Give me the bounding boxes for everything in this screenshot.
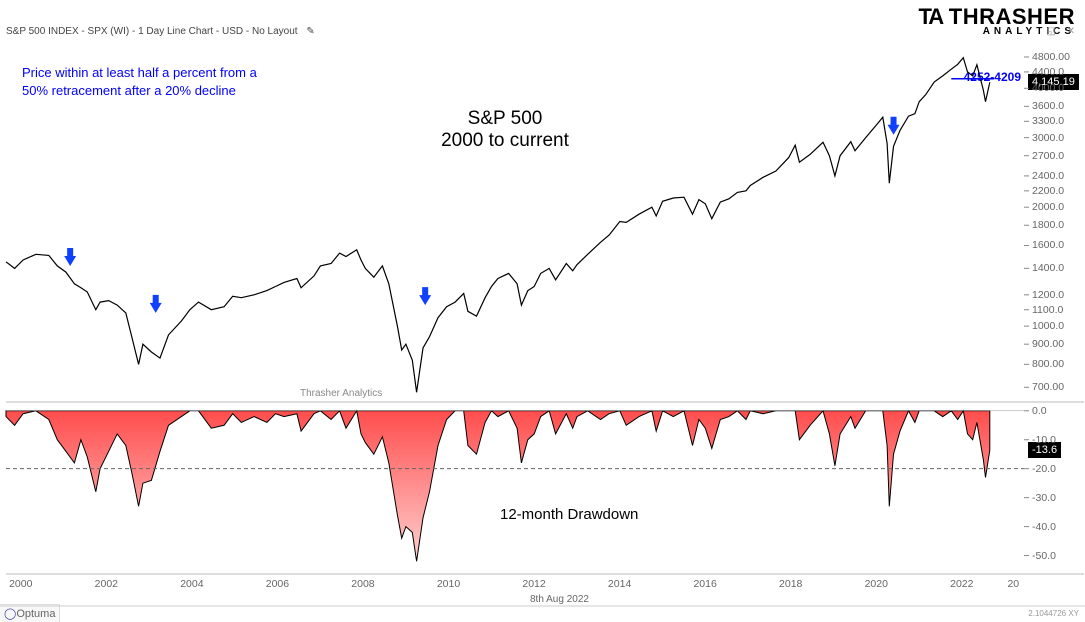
dd-y-tick-label: -40.0 — [1032, 521, 1056, 533]
y-tick-label: 3000.0 — [1032, 132, 1064, 144]
x-tick-label: 2018 — [779, 578, 802, 590]
y-tick-label: 4400.0 — [1032, 66, 1064, 78]
x-tick-label: 2012 — [522, 578, 545, 590]
x-tick-label: 2010 — [437, 578, 460, 590]
y-tick-label: 3300.0 — [1032, 115, 1064, 127]
price-line — [6, 58, 990, 393]
x-tick-label: 2022 — [950, 578, 973, 590]
x-tick-label: 2014 — [608, 578, 631, 590]
retracement-arrow-icon — [888, 117, 900, 135]
retracement-arrow-icon — [419, 287, 431, 305]
y-tick-label: 2000.0 — [1032, 201, 1064, 213]
retracement-arrow-icon — [64, 248, 76, 266]
y-tick-label: 2200.0 — [1032, 185, 1064, 197]
x-tick-label: 2000 — [9, 578, 32, 590]
y-tick-label: 1100.0 — [1032, 304, 1063, 316]
x-tick-label: 2008 — [351, 578, 374, 590]
x-tick-label: 2004 — [180, 578, 203, 590]
x-tick-label: 2016 — [693, 578, 716, 590]
y-tick-label: 800.00 — [1032, 358, 1064, 370]
y-tick-label: 1400.0 — [1032, 262, 1064, 274]
dd-y-tick-label: 0.0 — [1032, 405, 1047, 417]
retracement-arrow-icon — [150, 295, 162, 313]
y-tick-label: 1600.0 — [1032, 239, 1064, 251]
dd-y-tick-label: -50.0 — [1032, 550, 1056, 562]
x-tick-label: 2006 — [266, 578, 289, 590]
y-tick-label: 700.00 — [1032, 381, 1064, 393]
dd-y-tick-label: -10.0 — [1032, 434, 1056, 446]
y-tick-label: 3600.0 — [1032, 100, 1064, 112]
y-tick-label: 1200.0 — [1032, 289, 1064, 301]
x-tick-label: 2002 — [95, 578, 118, 590]
y-tick-label: 900.00 — [1032, 338, 1064, 350]
x-tick-label: 20 — [1007, 578, 1019, 590]
dd-y-tick-label: -20.0 — [1032, 463, 1056, 475]
y-tick-label: 4000.0 — [1032, 82, 1064, 94]
chart-canvas — [0, 0, 1085, 622]
y-tick-label: 2700.0 — [1032, 150, 1064, 162]
y-tick-label: 4800.00 — [1032, 51, 1070, 63]
drawdown-area — [6, 411, 990, 562]
x-tick-label: 2020 — [865, 578, 888, 590]
y-tick-label: 2400.0 — [1032, 170, 1064, 182]
y-tick-label: 1800.0 — [1032, 219, 1064, 231]
y-tick-label: 1000.0 — [1032, 320, 1064, 332]
dd-y-tick-label: -30.0 — [1032, 492, 1056, 504]
